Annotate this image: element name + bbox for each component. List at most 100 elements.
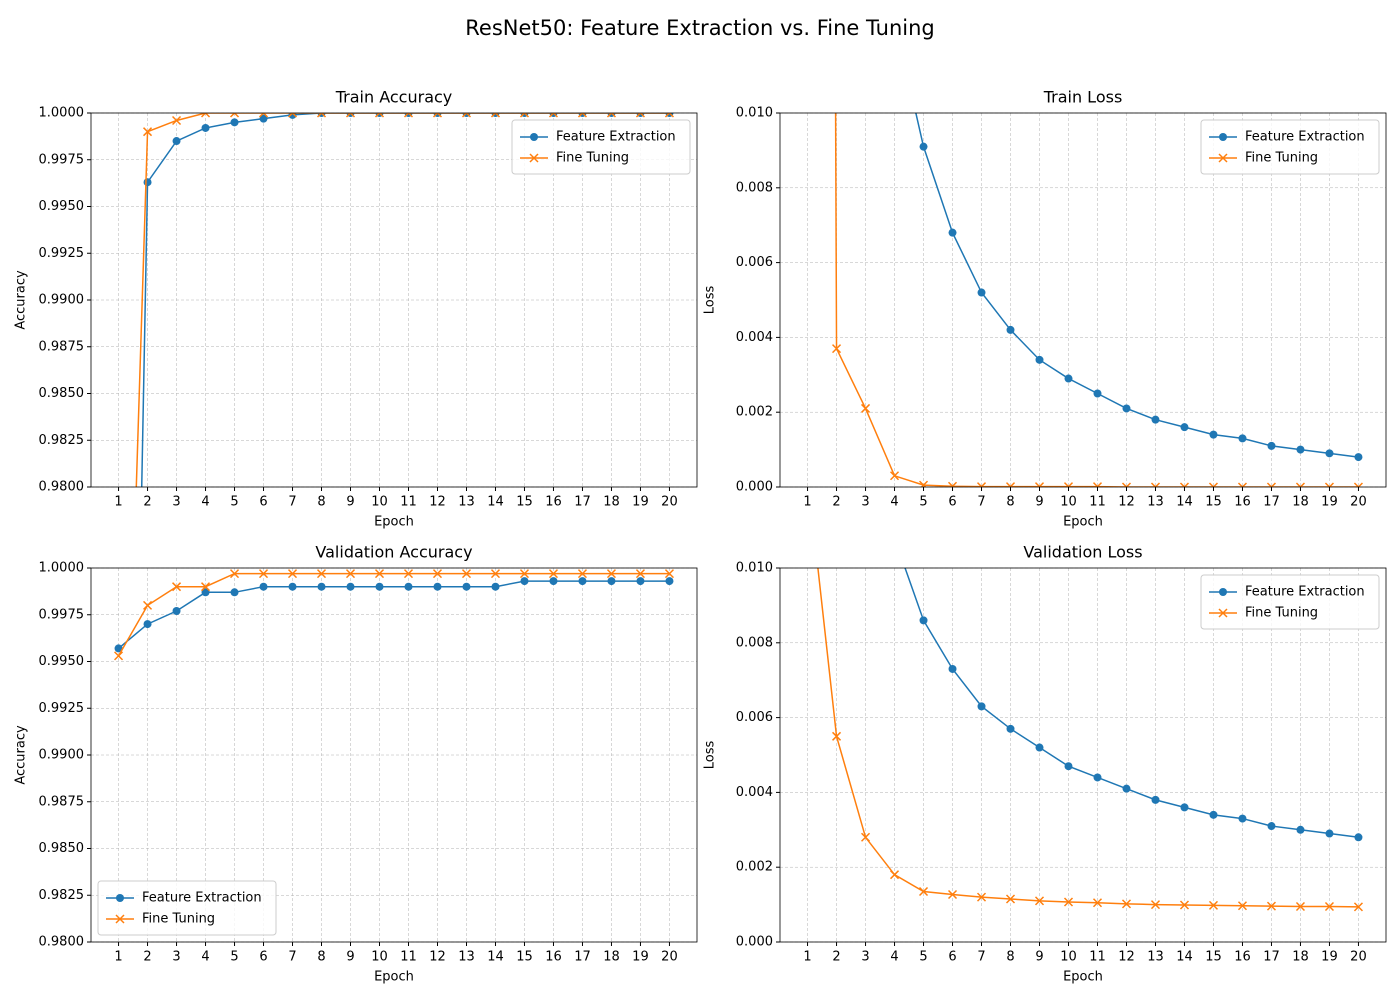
marker [1122, 784, 1131, 793]
marker [1035, 355, 1044, 364]
series-line [817, 568, 1359, 908]
y-axis-label: Loss [703, 741, 718, 770]
x-tick-label: 7 [288, 495, 296, 510]
y-tick-label: 0.010 [736, 561, 773, 576]
marker [1180, 803, 1189, 812]
series-line [117, 572, 670, 657]
legend-box [97, 880, 277, 936]
marker [948, 228, 957, 237]
x-axis-label: Epoch [374, 515, 414, 530]
marker [1238, 434, 1247, 443]
marker [345, 113, 356, 118]
x-tick-label: 18 [603, 495, 620, 510]
marker [1237, 482, 1248, 487]
x-tick-label: 14 [1176, 495, 1193, 510]
marker [201, 123, 210, 132]
marker [316, 113, 327, 118]
marker [1093, 389, 1102, 398]
marker [520, 577, 529, 586]
y-tick-label: 0.000 [736, 935, 773, 950]
marker [1121, 482, 1132, 487]
marker [918, 886, 929, 897]
y-tick-label: 0.9825 [39, 433, 85, 448]
x-tick-label: 10 [371, 495, 388, 510]
marker [1150, 482, 1161, 487]
x-tick-label: 2 [143, 950, 151, 965]
marker [229, 113, 240, 118]
y-tick-label: 0.9975 [39, 607, 85, 622]
marker [1092, 898, 1103, 908]
marker [577, 569, 587, 579]
marker [1353, 482, 1363, 487]
y-tick-label: 0.002 [736, 860, 773, 875]
marker [404, 582, 413, 591]
marker [143, 600, 153, 610]
marker [287, 113, 298, 118]
y-tick-label: 0.004 [736, 330, 773, 345]
marker [607, 577, 616, 586]
x-tick-label: 4 [201, 950, 209, 965]
legend-label: Feature Extraction [1245, 585, 1365, 600]
marker [229, 569, 240, 579]
marker [1267, 441, 1276, 450]
x-tick-label: 6 [259, 495, 267, 510]
marker [606, 569, 616, 579]
chart-title: Validation Loss [1023, 543, 1142, 562]
x-tick-label: 17 [1263, 495, 1280, 510]
marker [1295, 482, 1305, 487]
x-tick-label: 9 [1035, 950, 1043, 965]
y-tick-label: 0.9800 [39, 935, 85, 950]
marker [832, 731, 842, 741]
marker [606, 113, 616, 118]
x-tick-label: 16 [545, 950, 562, 965]
legend-marker [116, 894, 124, 902]
marker [1179, 900, 1190, 910]
marker [287, 569, 298, 579]
marker [143, 620, 152, 629]
x-tick-label: 15 [1205, 950, 1222, 965]
legend-marker [115, 914, 125, 924]
x-tick-label: 9 [346, 950, 354, 965]
x-tick-label: 11 [1089, 950, 1106, 965]
marker [1266, 482, 1277, 487]
marker [172, 582, 182, 592]
marker [1093, 773, 1102, 782]
y-tick-label: 0.006 [736, 710, 773, 725]
x-tick-label: 20 [661, 495, 678, 510]
x-tick-label: 15 [516, 950, 533, 965]
marker [143, 178, 152, 187]
x-tick-label: 5 [230, 950, 238, 965]
y-tick-label: 0.008 [736, 180, 773, 195]
marker [918, 480, 929, 487]
x-tick-label: 17 [574, 495, 591, 510]
marker [890, 870, 900, 880]
x-tick-label: 10 [371, 950, 388, 965]
x-tick-label: 16 [1234, 495, 1251, 510]
marker [114, 644, 123, 653]
y-tick-label: 0.9900 [39, 748, 85, 763]
x-tick-label: 8 [1006, 950, 1014, 965]
y-tick-label: 0.9900 [39, 293, 85, 308]
marker [462, 582, 471, 591]
y-tick-label: 0.006 [736, 255, 773, 270]
marker [1324, 482, 1334, 487]
marker [861, 832, 871, 842]
marker [1354, 453, 1363, 462]
marker [1151, 795, 1160, 804]
marker [947, 481, 958, 487]
x-tick-label: 11 [1089, 495, 1106, 510]
marker [1064, 374, 1073, 383]
y-tick-label: 0.9950 [39, 199, 85, 214]
x-tick-label: 17 [574, 950, 591, 965]
marker [114, 651, 124, 661]
legend-label: Fine Tuning [142, 912, 215, 927]
x-tick-label: 19 [632, 495, 649, 510]
y-tick-label: 0.004 [736, 785, 773, 800]
x-tick-label: 3 [861, 950, 869, 965]
y-tick-label: 0.010 [736, 106, 773, 121]
marker [1296, 445, 1305, 454]
y-tick-label: 0.9850 [39, 386, 85, 401]
axes-frame [779, 112, 1387, 488]
x-tick-label: 12 [1118, 495, 1135, 510]
x-tick-label: 19 [1321, 950, 1338, 965]
